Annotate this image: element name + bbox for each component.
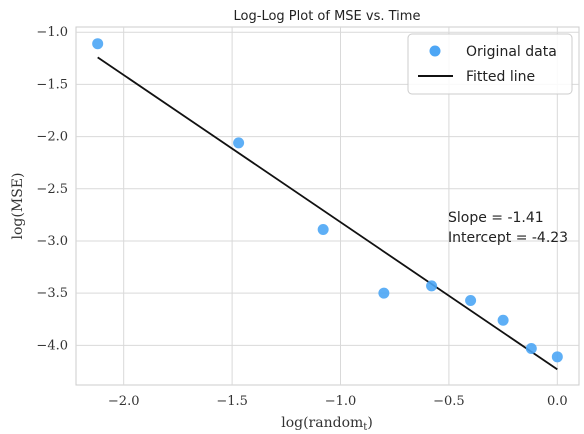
fitted-line	[97, 56, 558, 371]
data-point	[551, 351, 563, 363]
y-tick-label: −4.0	[36, 338, 68, 353]
data-points-layer	[92, 38, 563, 363]
data-point	[465, 294, 477, 306]
x-axis-label-close: )	[367, 415, 372, 431]
y-tick-label: −2.0	[36, 130, 68, 145]
legend-marker-original-data	[429, 45, 441, 57]
data-point	[497, 314, 509, 326]
y-tick-label: −2.5	[36, 182, 68, 197]
x-tick-label: 0.0	[547, 394, 568, 409]
legend-label-fitted-line: Fitted line	[466, 69, 535, 85]
fitted-line-layer	[97, 56, 558, 371]
y-tick-labels: −1.0 −1.5 −2.0 −2.5 −3.0 −3.5 −4.0	[36, 25, 68, 353]
data-point	[317, 223, 329, 235]
x-axis-label-subscript: t	[363, 422, 367, 433]
intercept-annotation: Intercept = -4.23	[448, 230, 568, 246]
legend-frame	[407, 33, 573, 95]
x-axis-label-main: log(random	[281, 415, 363, 431]
annotation-box: Slope = -1.41 Intercept = -4.23	[448, 210, 568, 246]
y-tick-label: −1.5	[36, 77, 68, 92]
data-point	[92, 38, 104, 50]
data-point	[426, 280, 438, 292]
slope-annotation: Slope = -1.41	[448, 210, 544, 226]
y-tick-label: −1.0	[36, 25, 68, 40]
x-tick-label: −0.5	[433, 394, 465, 409]
y-axis-label: log(MSE)	[10, 173, 26, 240]
data-point	[378, 287, 390, 299]
x-tick-label: −1.0	[325, 394, 357, 409]
y-tick-label: −3.5	[36, 286, 68, 301]
x-tick-label: −1.5	[216, 394, 248, 409]
x-tick-labels: −2.0 −1.5 −1.0 −0.5 0.0	[108, 394, 568, 409]
y-tick-label: −3.0	[36, 234, 68, 249]
x-axis-label: log(randomt)	[281, 415, 373, 433]
legend-label-original-data: Original data	[466, 44, 557, 60]
chart-title: Log-Log Plot of MSE vs. Time	[234, 9, 421, 24]
data-point	[525, 342, 537, 354]
legend: Original data Fitted line	[407, 33, 573, 95]
data-point	[233, 137, 245, 149]
x-tick-label: −2.0	[108, 394, 140, 409]
